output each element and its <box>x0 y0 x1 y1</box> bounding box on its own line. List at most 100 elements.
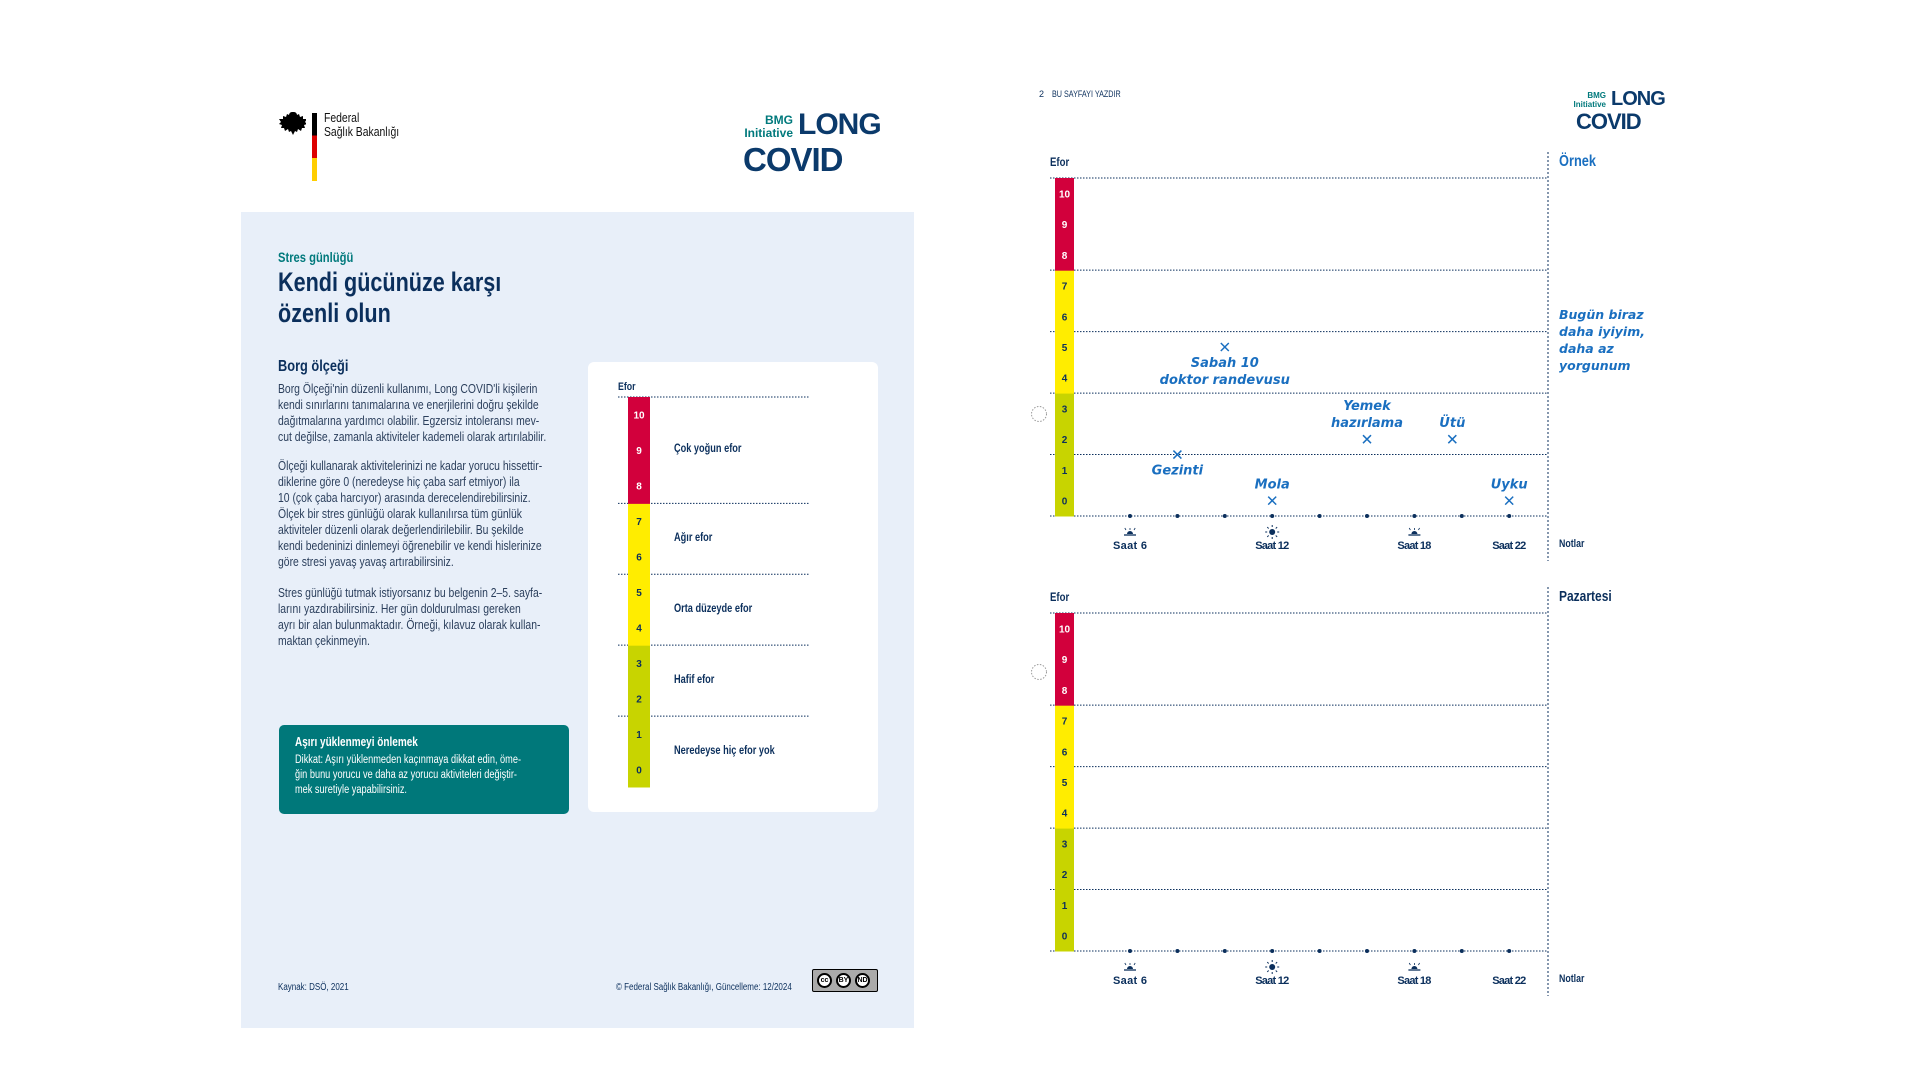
body-text-line: kendi bedeninizi dinlemeyi öğrenebilir v… <box>278 538 542 553</box>
page-title: Kendi gücünüze karşı özenli olun <box>278 267 501 329</box>
y-tick-label: 9 <box>1062 655 1068 666</box>
x-tick-label: Saat 22 <box>1492 975 1526 987</box>
y-axis-label: Efor <box>1050 155 1070 169</box>
notes-label: Notlar <box>1559 538 1585 550</box>
moon-icon <box>1505 962 1511 972</box>
x-tick-label: Saat 6 <box>1113 540 1147 552</box>
activity-mark <box>1172 450 1182 460</box>
notes-text-line: yorgunum <box>1559 358 1631 373</box>
effort-bar-segment <box>1055 674 1074 706</box>
print-page-label: BU SAYFAYI YAZDIR <box>1052 89 1121 99</box>
y-tick-label: 6 <box>1062 747 1068 758</box>
activity-label: Uyku <box>1491 478 1528 493</box>
callout-line: Dikkat: Aşırı yüklenmeden kaçınmaya dikk… <box>295 754 522 766</box>
scale-level-label: Ağır efor <box>674 531 713 544</box>
y-tick-label: 3 <box>1062 839 1068 850</box>
notes-label: Notlar <box>1559 973 1585 985</box>
y-tick-label: 5 <box>1062 343 1068 354</box>
logo-long: LONG <box>1611 88 1666 110</box>
ministry-logo-text: Federal Sağlık Bakanlığı <box>324 111 399 139</box>
body-text-line: aktiviteler düzenli olarak değerlendiril… <box>278 522 524 537</box>
time-dot <box>1128 949 1132 953</box>
x-tick-label: Saat 22 <box>1492 540 1526 552</box>
y-tick-label: 4 <box>1062 374 1068 385</box>
sunrise-icon <box>1124 527 1136 536</box>
day-title: Örnek <box>1559 153 1596 170</box>
scale-level-label: Hafif efor <box>674 673 715 686</box>
notes-text-line: Bugün biraz <box>1559 307 1644 322</box>
scale-level-label: Çok yoğun efor <box>674 443 742 456</box>
body-text-line: kendi sınırlarını tanımalarına ve enerji… <box>278 397 539 412</box>
sunset-icon <box>1408 527 1421 536</box>
callout-line: ğin bunu yorucu ve daha az yorucu aktivi… <box>295 769 517 781</box>
y-axis-label: Efor <box>1050 590 1070 604</box>
effort-bar-segment <box>1055 270 1074 302</box>
effort-bar-segment <box>1055 735 1074 768</box>
ministry-line2: Sağlık Bakanlığı <box>324 124 400 139</box>
activity-label: Mola <box>1255 478 1290 493</box>
logo-bmg: BMG <box>1587 91 1606 100</box>
notes-text-line: daha iyiyim, <box>1559 324 1645 339</box>
y-tick-label: 7 <box>1062 282 1068 293</box>
logo-initiative: Initiative <box>744 126 793 140</box>
time-dot <box>1459 949 1464 953</box>
body-text-line: larını yazdırabilirsiniz. Her gün doldur… <box>278 601 521 616</box>
activity-label: Ütü <box>1439 415 1465 431</box>
footer-source: Kaynak: DSÖ, 2021 <box>278 982 349 993</box>
x-tick-label: Saat 18 <box>1397 540 1431 552</box>
ministry-line1: Federal <box>324 110 360 125</box>
activity-mark <box>1267 496 1277 506</box>
title-line: Kendi gücünüze karşı <box>278 267 502 297</box>
eyebrow: Stres günlüğü <box>278 249 354 265</box>
time-dot <box>1222 949 1227 953</box>
y-tick-label: 8 <box>1062 686 1068 697</box>
body-text-line: Ölçeği kullanarak aktivitelerinizi ne ka… <box>278 458 543 473</box>
effort-bar-segment <box>1055 889 1074 921</box>
notes-text-line: daha az <box>1559 341 1614 356</box>
callout-title: Aşırı yüklenmeyi önlemek <box>295 735 418 749</box>
y-tick-label: 2 <box>1062 870 1068 881</box>
logo-covid: COVID <box>1576 109 1642 134</box>
body-text-line: Borg Ölçeği'nin düzenli kullanımı, Long … <box>278 381 538 396</box>
y-tick-label: 10 <box>1059 189 1071 200</box>
y-tick-label: 0 <box>1062 497 1068 508</box>
federal-eagle-icon <box>279 112 306 135</box>
day-title: Pazartesi <box>1559 588 1612 605</box>
time-dot <box>1317 514 1322 518</box>
time-dot <box>1128 514 1132 518</box>
y-tick-label: 7 <box>1062 717 1068 728</box>
effort-bar-segment <box>1055 423 1074 456</box>
effort-bar-segment <box>1055 300 1074 333</box>
activity-label: doktor randevusu <box>1160 373 1290 388</box>
cc-icon: cc <box>817 973 832 988</box>
punch-hole-mark <box>1031 406 1047 422</box>
y-tick-label: 10 <box>1059 624 1071 635</box>
effort-bar-segment <box>1055 705 1074 737</box>
effort-bar-segment <box>1055 797 1074 829</box>
time-dot <box>1175 514 1180 518</box>
borg-scale-label: Efor <box>618 381 636 393</box>
y-tick-label: 8 <box>1062 251 1068 262</box>
effort-bar-segment <box>1055 920 1074 952</box>
y-tick-label: 3 <box>1062 404 1068 415</box>
activity-mark <box>1447 434 1457 444</box>
y-tick-label: 5 <box>1062 778 1068 789</box>
x-tick-label: Saat 12 <box>1255 975 1289 987</box>
body-text-line: Stres günlüğü tutmak istiyorsanız bu bel… <box>278 585 543 600</box>
body-text-line: Ölçek bir stres günlüğü olarak kullanılı… <box>278 506 522 521</box>
overload-callout: Aşırı yüklenmeyi önlemek Dikkat: Aşırı y… <box>279 725 569 814</box>
section-title: Borg ölçeği <box>278 358 349 375</box>
effort-bar-segment <box>1055 643 1074 675</box>
y-tick-label: 6 <box>1062 312 1068 323</box>
activity-mark <box>1362 434 1372 444</box>
activity-label: hazırlama <box>1331 416 1403 431</box>
callout-line: mek suretiyle yapabilirsiniz. <box>295 784 407 796</box>
x-tick-label: Saat 12 <box>1255 540 1289 552</box>
sunrise-icon <box>1124 962 1136 971</box>
y-tick-label: 2 <box>1062 435 1068 446</box>
body-text-line: diklerine göre 0 (neredeyse hiç çaba sar… <box>278 474 520 489</box>
time-dot <box>1507 949 1512 953</box>
effort-bar-segment <box>1055 393 1074 425</box>
time-dot <box>1270 949 1275 953</box>
effort-bar-segment <box>1055 485 1074 517</box>
